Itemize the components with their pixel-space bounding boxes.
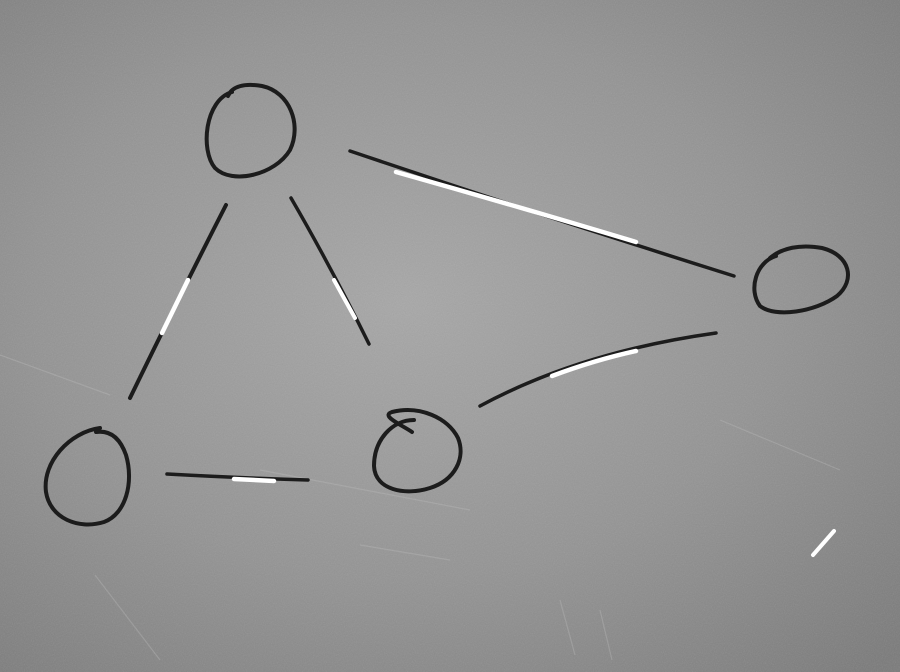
node-bottom-left: [43, 426, 131, 527]
nodes: [43, 82, 850, 527]
edge-n1-n4: [348, 149, 736, 278]
edges: [128, 149, 736, 484]
edge-n2-n3: [165, 472, 310, 484]
node-right: [752, 244, 850, 315]
edge-n1-n3: [128, 203, 228, 400]
stray-chalk-mark: [811, 529, 836, 557]
node-bottom-middle: [371, 408, 463, 494]
edge-n3-n4: [478, 331, 718, 408]
edge-n1-n2: [289, 196, 371, 346]
board-scratches: [0, 354, 841, 661]
node-top: [204, 82, 297, 179]
